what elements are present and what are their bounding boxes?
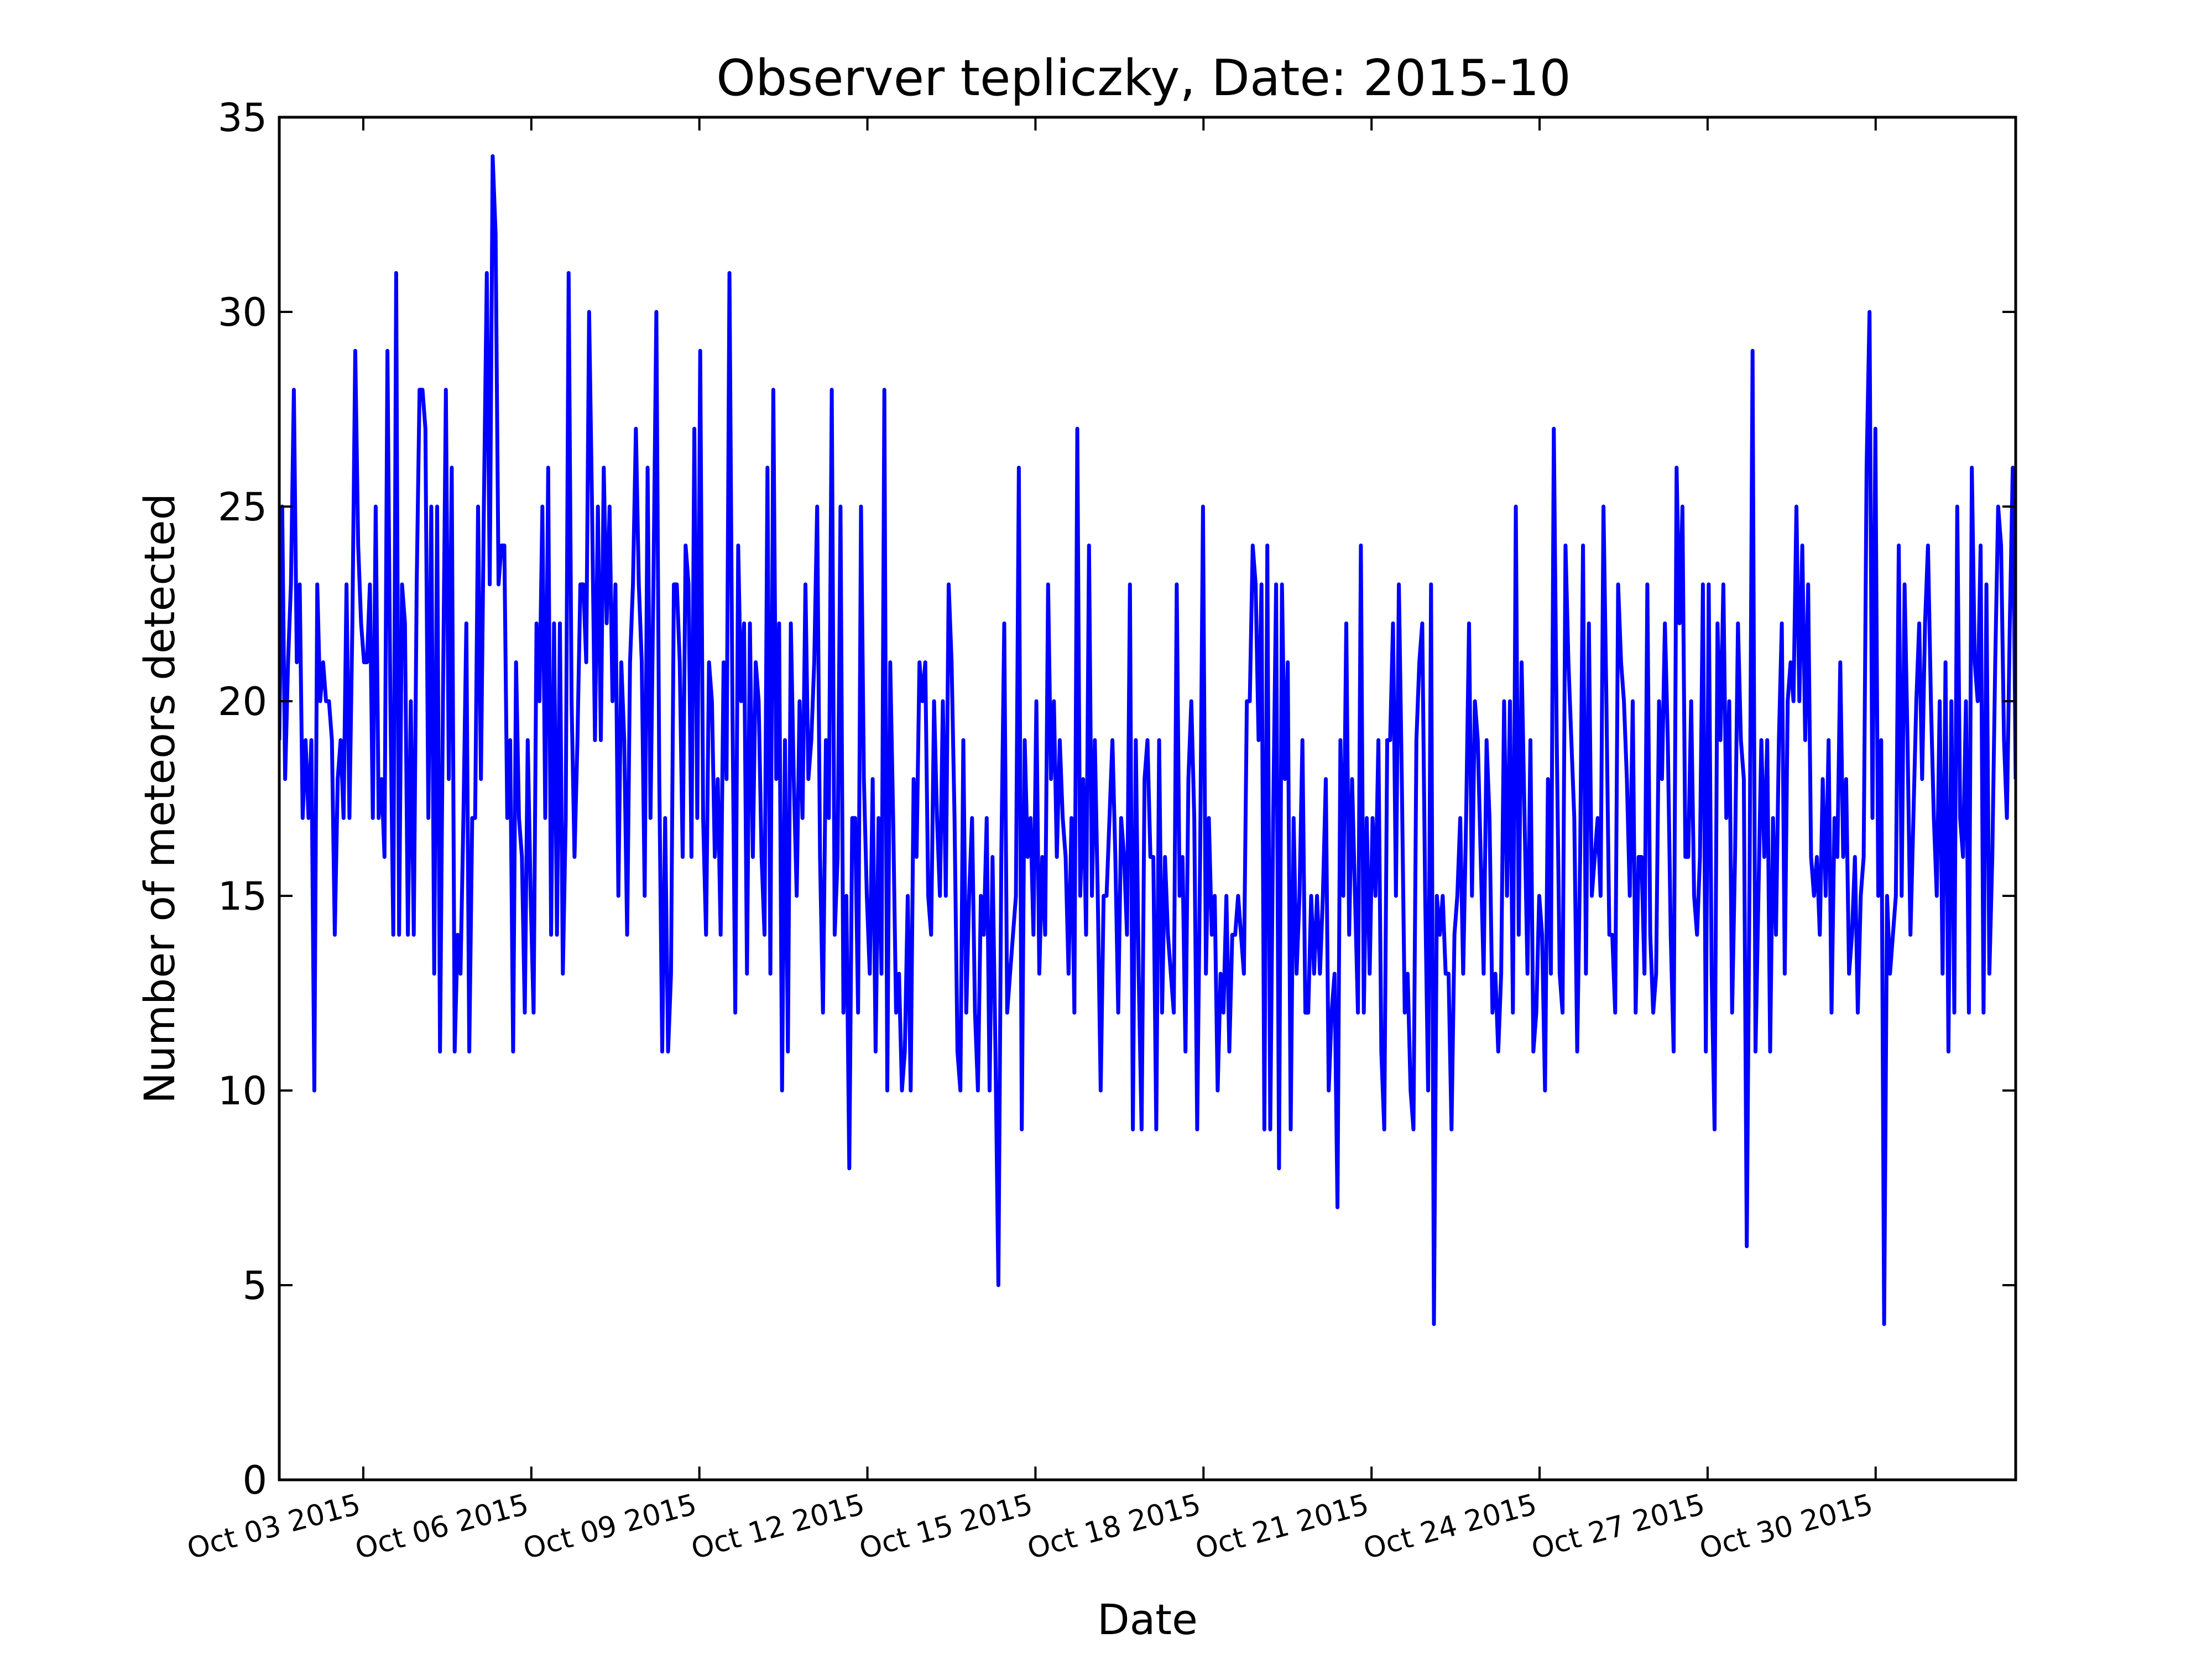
y-axis-label: Number of meteors detected bbox=[135, 493, 184, 1104]
x-axis-label: Date bbox=[1097, 1595, 1198, 1644]
y-tick-label: 10 bbox=[218, 1068, 267, 1114]
series-line bbox=[279, 154, 2016, 1326]
y-tick-label: 30 bbox=[218, 290, 267, 335]
y-tick-label: 0 bbox=[242, 1458, 267, 1503]
y-tick-label: 15 bbox=[218, 874, 267, 919]
y-tick-label: 5 bbox=[242, 1263, 267, 1308]
plot-frame bbox=[278, 116, 2017, 1481]
y-axis: 0 5 10 15 20 25 30 35 bbox=[218, 95, 2016, 1503]
y-tick-label: 25 bbox=[218, 484, 267, 530]
y-tick-label: 20 bbox=[218, 679, 267, 724]
y-tick-label: 35 bbox=[218, 95, 267, 140]
chart-title: Observer tepliczky, Date: 2015-10 bbox=[716, 49, 1571, 107]
